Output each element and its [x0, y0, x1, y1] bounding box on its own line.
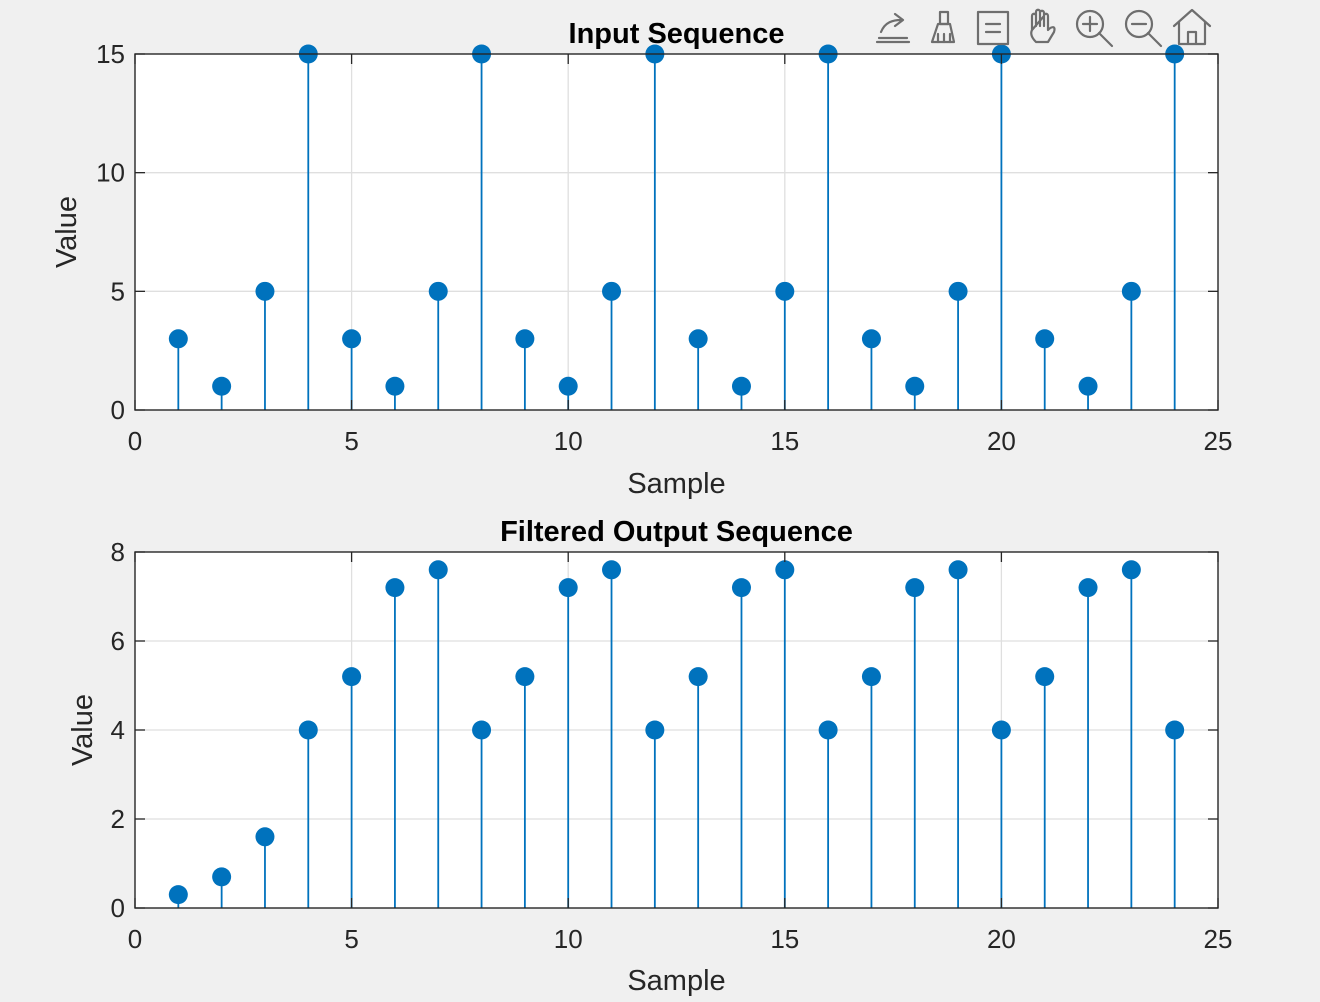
- axes-box: [134, 53, 1219, 411]
- stem-marker: [342, 329, 362, 349]
- axes-toolbar: [873, 6, 1214, 48]
- stem-marker: [298, 720, 318, 740]
- y-tick-label: 2: [111, 804, 125, 834]
- y-tick-label: 6: [111, 626, 125, 656]
- y-tick-label: 5: [111, 276, 125, 306]
- stem-marker: [1035, 329, 1055, 349]
- y-tick-label: 0: [111, 395, 125, 425]
- x-tick-label: 5: [344, 924, 358, 954]
- stem-marker: [948, 281, 968, 301]
- stem-marker: [212, 376, 232, 396]
- stem-marker: [861, 329, 881, 349]
- brush-icon[interactable]: [924, 8, 964, 46]
- x-tick-label: 0: [128, 924, 142, 954]
- stem-marker: [515, 329, 535, 349]
- y-tick-label: 0: [111, 893, 125, 923]
- y-tick-label: 4: [111, 715, 125, 745]
- stem-marker: [775, 281, 795, 301]
- stem-marker: [212, 867, 232, 887]
- x-tick-label: 15: [770, 426, 799, 456]
- stem-marker: [905, 578, 925, 598]
- x-tick-label: 0: [128, 426, 142, 456]
- stem-marker: [861, 667, 881, 687]
- stem-marker: [515, 667, 535, 687]
- x-tick-label: 10: [554, 426, 583, 456]
- stem-marker: [1078, 578, 1098, 598]
- stem-marker: [1035, 667, 1055, 687]
- y-axis-label: Value: [51, 196, 83, 268]
- x-tick-label: 20: [987, 426, 1016, 456]
- stem-marker: [385, 376, 405, 396]
- stem-marker: [1078, 376, 1098, 396]
- stem-marker: [948, 560, 968, 580]
- stem-marker: [558, 578, 578, 598]
- zoom-in-icon[interactable]: [1072, 6, 1116, 48]
- stem-marker: [385, 578, 405, 598]
- stem-marker: [342, 667, 362, 687]
- y-axis-label: Value: [67, 694, 99, 766]
- data-tips-icon[interactable]: [974, 8, 1014, 46]
- chart-title: Filtered Output Sequence: [500, 516, 853, 548]
- stem-marker: [255, 827, 275, 847]
- stem-marker: [731, 578, 751, 598]
- stem-marker: [991, 720, 1011, 740]
- stem-marker: [558, 376, 578, 396]
- stem-marker: [1121, 560, 1141, 580]
- pan-hand-icon[interactable]: [1022, 6, 1066, 46]
- x-tick-label: 15: [770, 924, 799, 954]
- stem-marker: [428, 281, 448, 301]
- chart-title: Input Sequence: [569, 18, 785, 50]
- stem-marker: [818, 720, 838, 740]
- stem-marker: [472, 720, 492, 740]
- stem-marker: [1121, 281, 1141, 301]
- stem-marker: [688, 329, 708, 349]
- stem-marker: [602, 560, 622, 580]
- stem-marker: [905, 376, 925, 396]
- y-tick-label: 8: [111, 537, 125, 567]
- x-tick-label: 20: [987, 924, 1016, 954]
- axes-background: [135, 54, 1218, 410]
- x-tick-label: 5: [344, 426, 358, 456]
- export-icon[interactable]: [873, 10, 913, 46]
- home-icon[interactable]: [1170, 6, 1214, 46]
- stem-marker: [645, 720, 665, 740]
- x-tick-label: 25: [1204, 426, 1233, 456]
- stem-marker: [168, 329, 188, 349]
- x-tick-label: 10: [554, 924, 583, 954]
- y-tick-label: 15: [96, 39, 125, 69]
- x-tick-label: 25: [1204, 924, 1233, 954]
- stem-marker: [1165, 720, 1185, 740]
- stem-marker: [602, 281, 622, 301]
- stem-marker: [428, 560, 448, 580]
- x-axis-label: Sample: [627, 468, 725, 500]
- zoom-out-icon[interactable]: [1121, 6, 1165, 48]
- plot-1: 0 5 10 15 20 25 0 5 10 15 Input Sequence Sample Valu…: [51, 18, 1232, 500]
- stem-marker: [168, 885, 188, 905]
- y-tick-label: 10: [96, 158, 125, 188]
- x-axis-label: Sample: [627, 965, 725, 997]
- stem-marker: [775, 560, 795, 580]
- stem-marker: [731, 376, 751, 396]
- stem-marker: [688, 667, 708, 687]
- stem-marker: [255, 281, 275, 301]
- plot-2: 0 5 10 15 20 25 0 2 4 6 8 Filtered Output Sequence S…: [67, 516, 1232, 997]
